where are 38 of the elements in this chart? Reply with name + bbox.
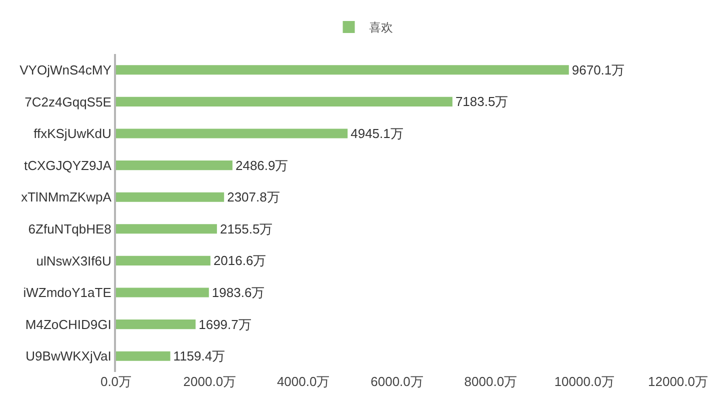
bar xyxy=(116,128,348,138)
x-tick-label: 0.0万 xyxy=(100,374,132,389)
bar xyxy=(116,288,209,298)
x-tick-label: 8000.0万 xyxy=(464,374,518,389)
y-tick-label: U9BwWKXjVaI xyxy=(26,348,112,364)
data-label: 7183.5万 xyxy=(455,94,508,110)
data-label: 2307.8万 xyxy=(227,190,280,205)
x-tick-label: 12000.0万 xyxy=(648,374,708,389)
x-tick-label: 2000.0万 xyxy=(183,374,236,389)
y-tick-label: xTlNMmZKwpA xyxy=(21,190,112,205)
data-label: 1159.4万 xyxy=(173,348,226,364)
y-tick-label: ffxKSjUwKdU xyxy=(34,126,112,142)
x-tick-label: 4000.0万 xyxy=(276,374,330,389)
y-tick-label: 6ZfuNTqbHE8 xyxy=(28,221,112,236)
data-label: 2016.6万 xyxy=(213,253,266,268)
y-tick-label: M4ZoCHID9GI xyxy=(25,316,112,332)
bar xyxy=(116,65,569,75)
y-tick-label: iWZmdoY1aTE xyxy=(23,285,112,300)
bar xyxy=(116,224,217,234)
bar xyxy=(116,160,232,170)
data-label: 2155.5万 xyxy=(220,221,273,236)
y-tick-label: tCXGJQYZ9JA xyxy=(24,158,112,173)
data-label: 1699.7万 xyxy=(198,316,252,332)
bar xyxy=(116,351,170,361)
data-label: 4945.1万 xyxy=(350,126,404,141)
data-label: 1983.6万 xyxy=(212,285,265,300)
y-tick-label: ulNswX3If6U xyxy=(36,253,112,268)
bar xyxy=(116,320,196,330)
x-tick-label: 6000.0万 xyxy=(370,374,424,389)
bar xyxy=(116,256,210,266)
y-tick-label: 7C2z4GqqS5E xyxy=(24,94,112,110)
data-label: 9670.1万 xyxy=(572,62,625,78)
x-tick-label: 10000.0万 xyxy=(554,374,614,389)
y-tick-label: VYOjWnS4cMY xyxy=(20,62,112,78)
legend-label: 喜欢 xyxy=(368,20,393,35)
bar xyxy=(116,192,224,202)
data-label: 2486.9万 xyxy=(235,158,288,173)
bar xyxy=(116,96,452,106)
